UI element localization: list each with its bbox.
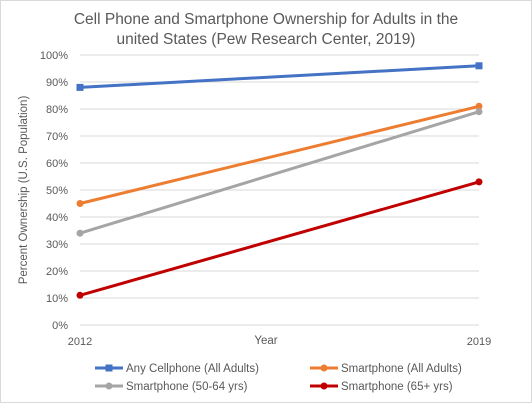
series-line (78, 104, 481, 205)
x-axis-label: Year (254, 335, 277, 347)
chart-title-line-2: united States (Pew Research Center, 2019… (117, 31, 416, 48)
legend-label: Any Cellphone (All Adults) (126, 363, 259, 375)
data-point (475, 62, 483, 70)
legend-marker (320, 382, 328, 390)
data-point (76, 83, 84, 91)
data-point (76, 229, 84, 237)
y-tick-label: 100% (40, 50, 68, 62)
y-tick-label: 0% (52, 320, 68, 332)
x-tick-label: 2012 (68, 336, 92, 348)
series-line (78, 64, 481, 89)
y-tick-label: 70% (46, 131, 68, 143)
data-point (475, 108, 483, 116)
legend-label: Smartphone (50-64 yrs) (126, 381, 248, 393)
gridlines (80, 54, 479, 326)
legend-marker (105, 364, 113, 372)
data-point (76, 291, 84, 299)
y-axis-label: Percent Ownership (U.S. Population) (18, 96, 30, 285)
y-tick-label: 30% (46, 239, 68, 251)
legend-marker (105, 382, 113, 390)
data-point (76, 200, 84, 207)
legend-label: Smartphone (65+ yrs) (341, 381, 453, 393)
x-tick-label: 2019 (467, 336, 491, 348)
legend-entry: Smartphone (65+ yrs) (310, 381, 453, 393)
series-lines (76, 62, 483, 299)
series-1 (76, 62, 483, 91)
series-3 (76, 108, 483, 237)
y-tick-label: 20% (46, 266, 68, 278)
legend-entry: Smartphone (50-64 yrs) (95, 381, 248, 393)
y-tick-label: 90% (46, 77, 68, 89)
legend-marker (320, 364, 328, 372)
y-tick-label: 60% (46, 158, 68, 170)
chart-title-line-1: Cell Phone and Smartphone Ownership for … (74, 11, 458, 28)
series-line (78, 110, 481, 235)
legend: Any Cellphone (All Adults) Smartphone (Al… (95, 363, 462, 393)
y-tick-label: 80% (46, 104, 68, 116)
legend-entry: Any Cellphone (All Adults) (95, 363, 259, 375)
data-point (475, 102, 483, 110)
series-line (78, 180, 481, 297)
data-point (475, 178, 483, 186)
series-2 (76, 102, 483, 207)
y-tick-label: 10% (46, 293, 68, 305)
series-4 (76, 178, 483, 299)
y-tick-label: 40% (46, 212, 68, 224)
x-axis-ticks: 2012 2019 (68, 336, 491, 348)
legend-label: Smartphone (All Adults) (341, 363, 462, 375)
legend-entry: Smartphone (All Adults) (310, 363, 462, 375)
y-axis-ticks: 0% 10% 20% 30% 40% 50% 60% 70% 80% 90% 100% (40, 50, 68, 332)
y-tick-label: 50% (46, 185, 68, 197)
